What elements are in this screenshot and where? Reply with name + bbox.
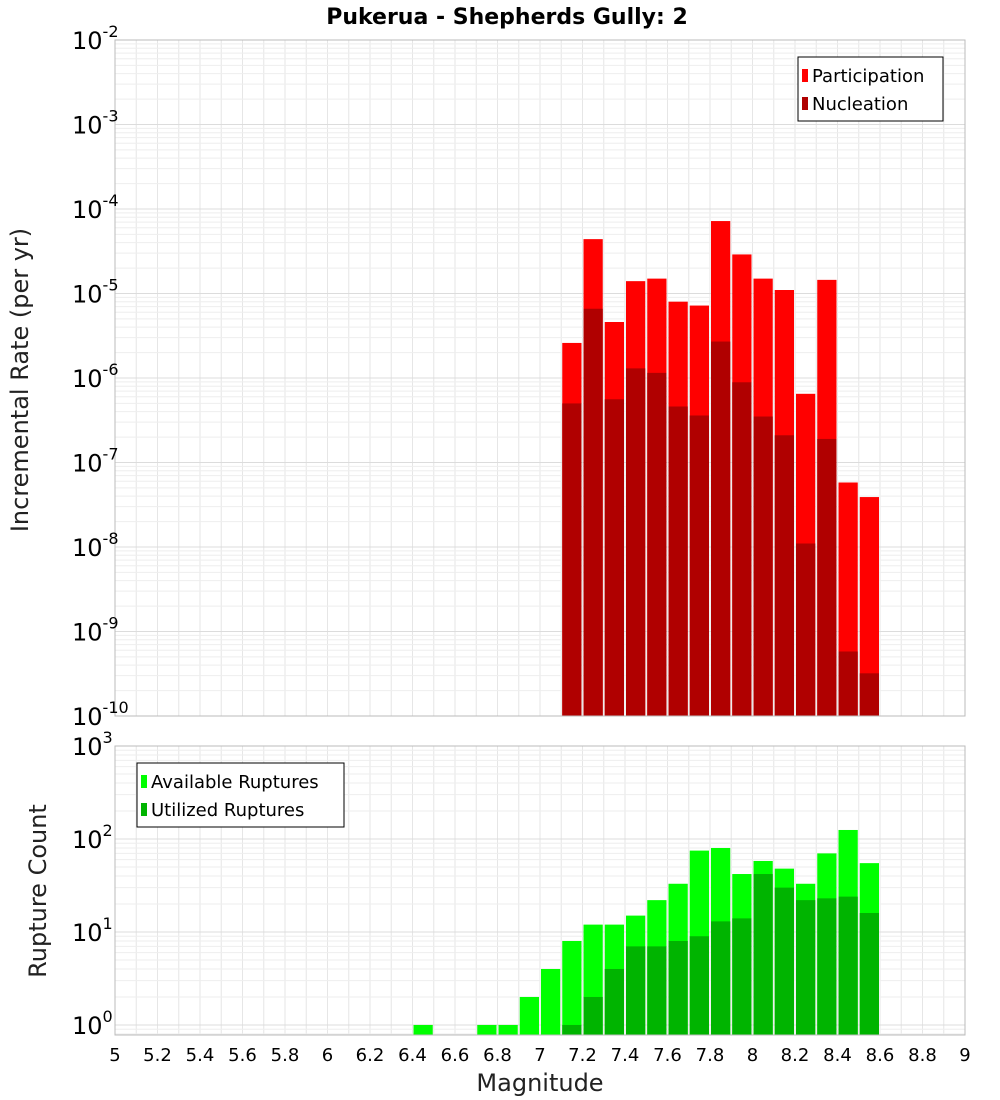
bar-nucleation: [859, 673, 879, 716]
bar-utilized-ruptures: [562, 1024, 582, 1035]
bar-utilized-ruptures: [817, 898, 837, 1035]
bar-nucleation: [562, 403, 582, 716]
bar-utilized-ruptures: [711, 921, 731, 1035]
x-tick-label: 6: [322, 1045, 333, 1066]
bar-utilized-ruptures: [626, 946, 646, 1035]
y-tick-label: 10-10: [72, 698, 129, 731]
y-tick-label: 10-3: [72, 107, 119, 140]
y-tick-label: 103: [72, 728, 113, 761]
bar-utilized-ruptures: [732, 918, 752, 1035]
legend-count: Available Ruptures Utilized Ruptures: [136, 762, 345, 828]
x-tick-label: 6.8: [483, 1045, 512, 1066]
bar-available-ruptures: [477, 1024, 497, 1035]
bar-utilized-ruptures: [838, 896, 858, 1035]
x-tick-label: 7.2: [568, 1045, 597, 1066]
bar-nucleation: [711, 341, 731, 716]
bar-available-ruptures: [519, 996, 539, 1035]
bar-utilized-ruptures: [583, 996, 603, 1035]
bar-nucleation: [689, 415, 709, 716]
bar-nucleation: [796, 543, 816, 716]
plot-border-count: [114, 745, 966, 1036]
legend-label: Available Ruptures: [151, 772, 319, 793]
bar-available-ruptures: [562, 940, 582, 1035]
legend-label: Nucleation: [812, 94, 908, 115]
y-tick-label: 10-4: [72, 191, 119, 224]
x-tick-label: 5: [109, 1045, 120, 1066]
bar-nucleation: [583, 308, 603, 716]
y-tick-label: 10-2: [72, 22, 119, 55]
bar-nucleation: [774, 435, 794, 716]
legend-swatch: [141, 775, 147, 788]
panel-count: 100 101 102 103 Available Ruptures Utilized R…: [72, 728, 966, 1040]
bar-utilized-ruptures: [647, 946, 667, 1035]
bar-nucleation: [817, 438, 837, 716]
x-tick-label: 6.6: [441, 1045, 470, 1066]
bar-utilized-ruptures: [689, 936, 709, 1035]
bar-nucleation: [604, 399, 624, 716]
x-tick-label: 7.8: [696, 1045, 725, 1066]
plot-border-rate: [114, 39, 966, 717]
bar-nucleation: [753, 416, 773, 716]
y-axis-label-rate: Incremental Rate (per yr): [6, 228, 34, 532]
legend-swatch: [802, 97, 808, 110]
legend-rate: Participation Nucleation: [797, 56, 944, 122]
y-tick-label: 10-6: [72, 360, 119, 393]
chart-title: Pukerua - Shepherds Gully: 2: [326, 5, 688, 30]
bar-utilized-ruptures: [668, 940, 688, 1035]
bar-participation: [859, 497, 879, 716]
x-tick-label: 5.4: [186, 1045, 215, 1066]
x-tick-label: 5.8: [271, 1045, 300, 1066]
legend-box: [136, 762, 345, 828]
bar-available-ruptures: [498, 1024, 518, 1035]
legend-swatch: [802, 69, 808, 82]
x-tick-label: 8.8: [908, 1045, 937, 1066]
bar-nucleation: [732, 382, 752, 716]
x-tick-label: 8.2: [781, 1045, 810, 1066]
bar-utilized-ruptures: [859, 912, 879, 1035]
legend-box: [797, 56, 944, 122]
bar-nucleation: [668, 406, 688, 716]
x-tick-label: 7.6: [653, 1045, 682, 1066]
y-tick-label: 10-5: [72, 276, 119, 309]
bar-utilized-ruptures: [796, 900, 816, 1035]
x-tick-label: 5.2: [143, 1045, 172, 1066]
x-tick-label: 6.4: [398, 1045, 427, 1066]
legend-swatch: [141, 803, 147, 816]
x-tick-label: 6.2: [356, 1045, 385, 1066]
y-tick-label: 100: [72, 1007, 113, 1040]
x-tick-label: 9: [959, 1045, 970, 1066]
x-tick-label: 5.6: [228, 1045, 257, 1066]
x-tick-label: 8.6: [866, 1045, 895, 1066]
y-tick-label: 102: [72, 821, 113, 854]
y-tick-label: 10-7: [72, 445, 119, 478]
y-axis-label-count: Rupture Count: [24, 804, 52, 978]
x-tick-label: 8.4: [823, 1045, 852, 1066]
x-tick-label: 8: [747, 1045, 758, 1066]
x-tick-label: 7: [534, 1045, 545, 1066]
panel-rate: 10-10 10-9 10-8 10-7 10-6 10-5 10-4 10-3 10-2 Par…: [72, 22, 966, 731]
bar-nucleation: [647, 372, 667, 716]
bar-utilized-ruptures: [604, 968, 624, 1035]
bar-nucleation: [838, 651, 858, 716]
bar-utilized-ruptures: [753, 874, 773, 1035]
bar-available-ruptures: [413, 1024, 433, 1035]
bar-nucleation: [626, 368, 646, 716]
x-tick-label: 7.4: [611, 1045, 640, 1066]
y-tick-label: 10-9: [72, 614, 119, 647]
y-tick-label: 101: [72, 914, 113, 947]
x-axis-label: Magnitude: [476, 1069, 603, 1097]
legend-label: Utilized Ruptures: [151, 800, 304, 821]
bar-utilized-ruptures: [774, 887, 794, 1035]
legend-label: Participation: [812, 66, 924, 87]
y-tick-label: 10-8: [72, 529, 119, 562]
bar-available-ruptures: [541, 968, 561, 1035]
